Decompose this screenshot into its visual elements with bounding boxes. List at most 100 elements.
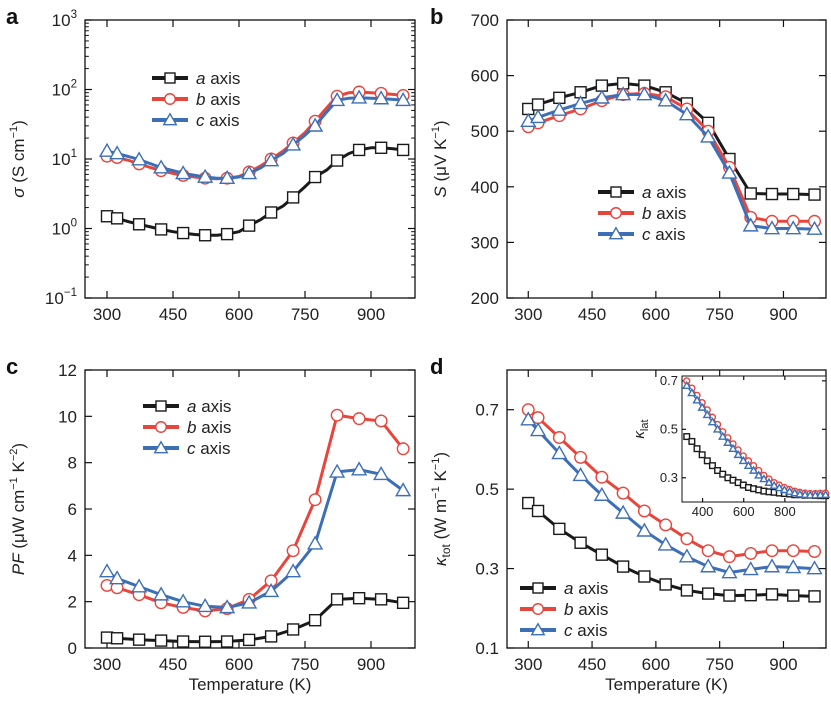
x-tick-label: 600 [733,504,755,519]
data-point-a [154,223,168,236]
legend-marker-c [153,440,169,454]
data-point-c-inset [702,409,713,419]
y-tick-label: 8 [68,454,77,473]
data-point-a [553,91,566,105]
data-point-c [615,504,632,519]
x-tick-label: 750 [291,655,319,674]
data-point-a [787,589,800,602]
data-point-c-inset [800,489,810,499]
data-point-b [659,518,673,532]
data-point-a [330,154,344,167]
data-point-a-inset [714,467,722,475]
y-tick-label: 0.5 [660,421,678,436]
legend-label-b: b axis [187,418,231,437]
data-point-c [373,465,390,481]
y-tick-label: 10−1 [45,287,77,308]
data-point-c-inset [795,489,805,498]
data-point-a [198,635,212,648]
panel-letter: a [6,4,19,29]
y-tick-label: 103 [52,9,77,30]
data-point-b [637,504,651,518]
y-axis-label: S (μV K−1) [430,120,450,197]
y-tick-label: 100 [52,218,77,239]
legend-label-c: c axis [564,621,607,640]
data-point-c [785,559,802,574]
data-point-a [595,548,609,561]
x-tick-label: 300 [514,305,542,324]
data-point-a [396,143,410,157]
x-tick-label: 800 [774,504,796,519]
x-tick-label: 900 [769,655,797,674]
legend-marker-c [530,622,546,636]
data-point-a [595,79,609,92]
data-point-c-inset [754,470,764,479]
data-point-c [721,164,738,179]
y-tick-label: 101 [52,148,77,169]
legend-label-c: c axis [642,225,685,244]
y-tick-label: 0 [68,639,77,658]
x-tick-label: 450 [578,305,606,324]
series-line-b [106,413,405,613]
data-point-a [110,212,124,225]
panel-d: d 300 450 600 750 900 0.1 0.3 0.5 0.7 κtot (W m−1 … [430,354,831,694]
data-point-c [529,422,547,437]
x-tick-label: 400 [692,504,714,519]
x-axis-label: Temperature (K) [189,675,312,694]
data-point-c [175,593,192,608]
plot-frame [506,369,827,649]
y-tick-label: 0.7 [475,401,499,420]
data-point-a [308,170,322,184]
legend-label-b: b axis [564,600,608,619]
x-tick-label: 450 [578,655,606,674]
data-point-c [615,86,632,101]
data-point-c [529,109,547,124]
data-point-a [220,227,234,241]
data-point-c [98,563,116,578]
data-point-c [678,106,695,121]
data-point-a [765,187,779,201]
data-point-a [808,590,821,603]
data-point-c-inset [784,486,795,495]
data-point-a [330,593,344,606]
data-point-a [220,635,234,648]
data-point-a [680,584,694,597]
data-point-c [806,560,823,575]
data-point-c-inset [790,488,800,497]
data-point-a-inset [683,433,691,441]
panel-a: a 300 450 600 750 900 10−1 100 101 102 103 σ (S cm−… [6,4,416,324]
x-tick-label: 600 [225,305,253,324]
y-tick-label: 400 [471,178,499,197]
data-point-b [396,442,410,456]
legend-label-a: a axis [196,69,240,88]
data-point-a [198,229,212,242]
inset-y-axis-label: κlat [631,419,651,438]
legend-label-a: a axis [564,579,608,598]
series-line-c [106,96,404,180]
data-point-a [808,188,821,201]
data-point-c [131,578,148,593]
data-point-c [197,598,214,613]
data-point-a [374,593,388,606]
data-point-a [264,630,278,643]
x-axis-label: Temperature (K) [605,675,728,694]
legend-marker-a [164,72,176,84]
x-tick-label: 750 [291,305,319,324]
data-point-c [263,582,280,598]
data-point-c [742,561,759,576]
data-point-c [593,486,610,501]
data-point-b [786,544,800,558]
data-point-c-inset [707,417,718,426]
data-point-a [531,504,545,518]
data-point-c [806,220,823,235]
data-point-b [352,412,366,426]
data-point-a [110,632,124,645]
data-point-c [657,92,674,107]
data-point-c [241,165,258,180]
data-point-c-inset [743,460,754,469]
data-point-c [219,599,236,614]
data-point-c-inset [774,483,785,492]
data-point-c [197,168,214,183]
panel-letter: b [430,4,443,29]
data-point-a [701,587,715,600]
